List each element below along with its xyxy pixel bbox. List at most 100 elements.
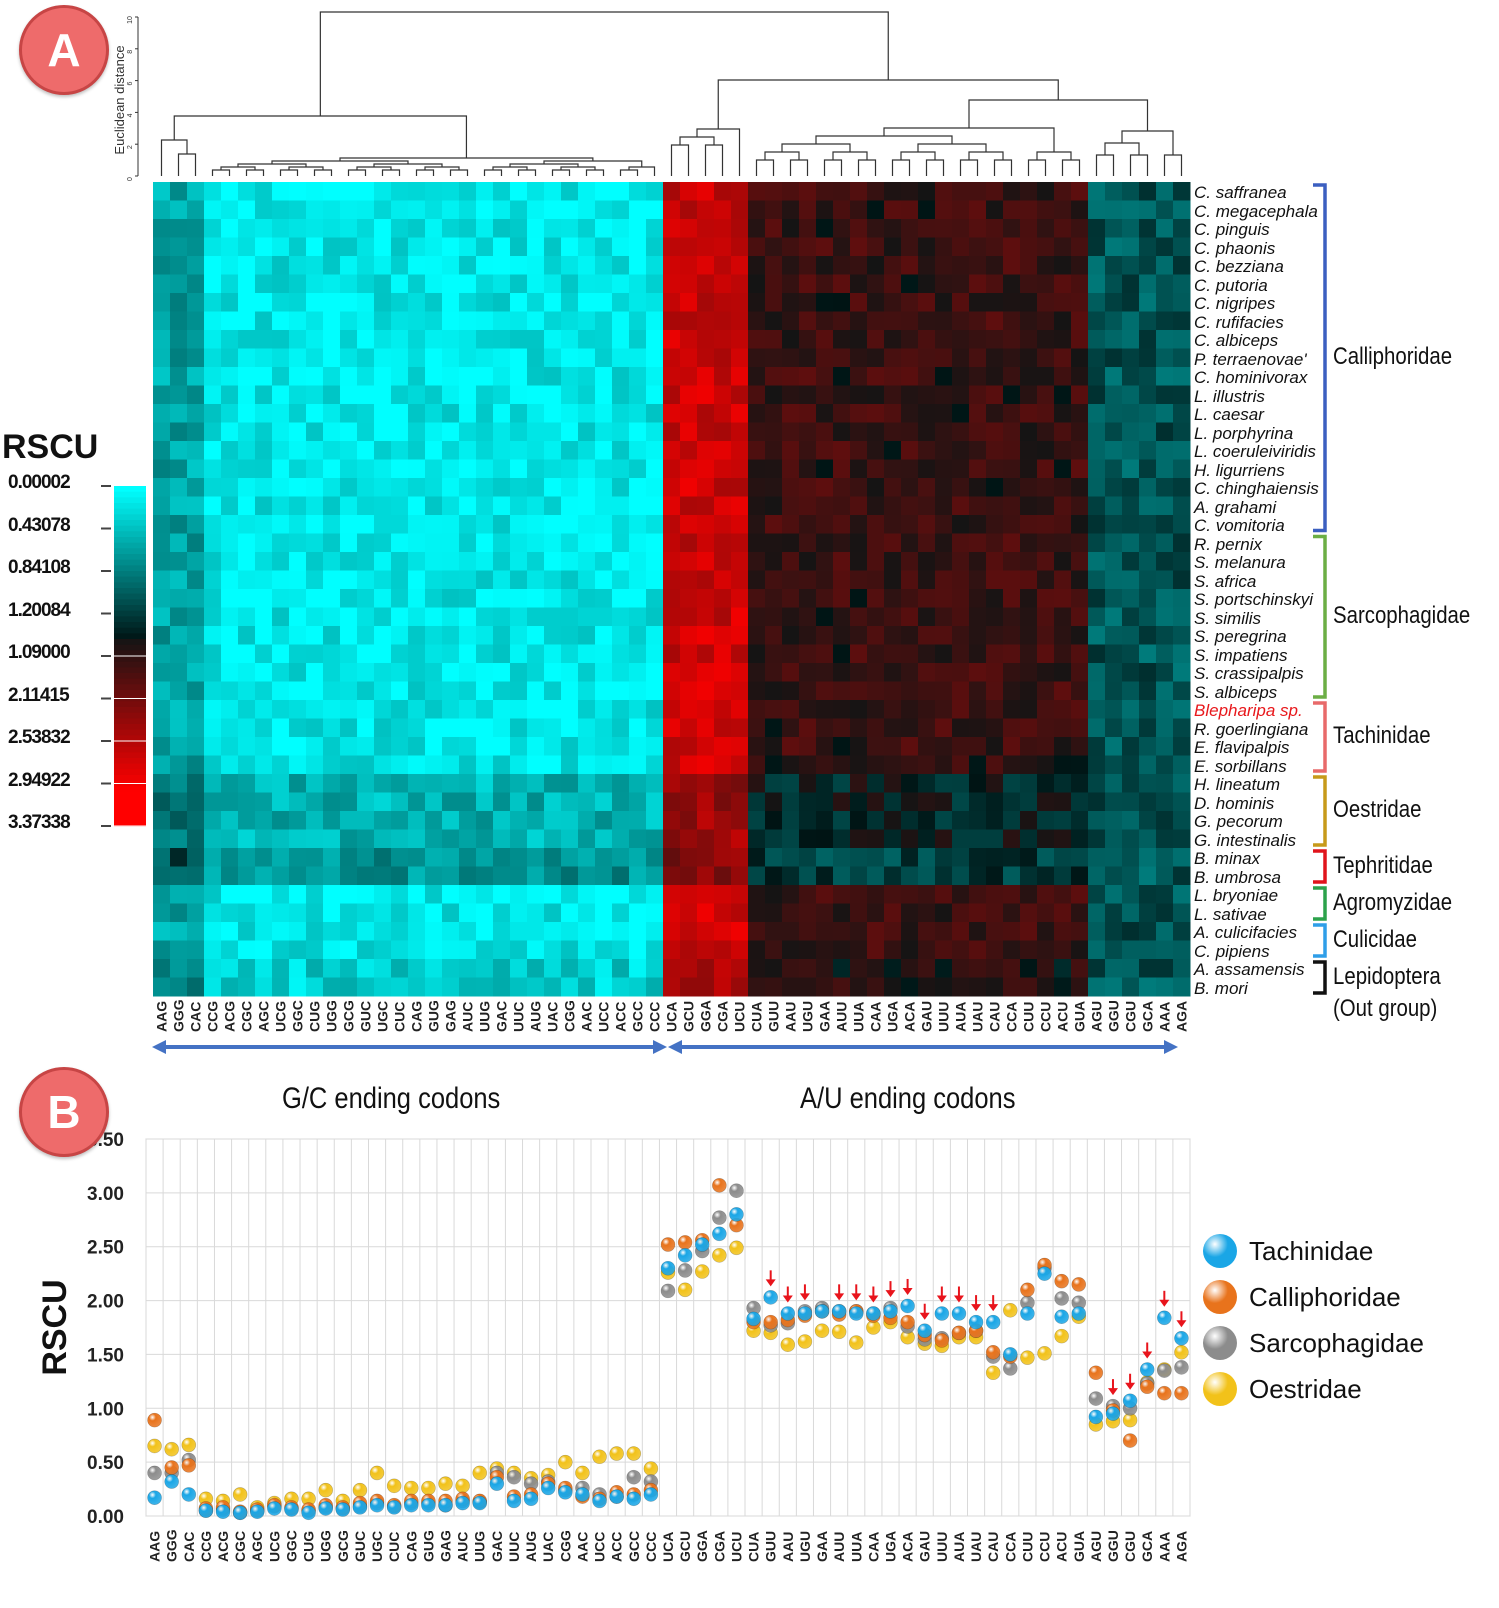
heatmap-cell bbox=[187, 626, 205, 645]
heatmap-cell bbox=[1156, 459, 1174, 479]
heatmap-cell bbox=[1156, 959, 1174, 978]
heatmap-cell bbox=[561, 404, 579, 423]
heatmap-cell bbox=[765, 182, 783, 201]
heatmap-cell bbox=[578, 311, 596, 331]
heatmap-cell bbox=[646, 977, 664, 997]
heatmap-cell bbox=[153, 903, 171, 923]
heatmap-cell bbox=[935, 422, 953, 442]
heatmap-cell bbox=[1122, 589, 1140, 608]
heatmap-cell bbox=[918, 774, 936, 793]
legend-swatch bbox=[114, 622, 146, 629]
heatmap-cell bbox=[1003, 478, 1021, 497]
species-label: S. crassipalpis bbox=[1194, 664, 1304, 683]
heatmap-cell bbox=[748, 459, 766, 479]
heatmap-cell bbox=[646, 959, 664, 978]
heatmap-cell bbox=[1003, 903, 1021, 923]
heatmap-cell bbox=[731, 330, 749, 349]
dendrogram-link bbox=[381, 169, 401, 176]
heatmap-cell bbox=[459, 626, 477, 645]
heatmap-cell bbox=[680, 903, 698, 923]
heatmap-cell bbox=[1020, 774, 1038, 793]
heatmap-cell bbox=[323, 404, 341, 423]
heatmap-cell bbox=[510, 385, 528, 405]
heatmap-cell bbox=[391, 829, 409, 849]
legend-swatch bbox=[114, 514, 146, 521]
heatmap-cell bbox=[221, 496, 239, 516]
heatmap-cell bbox=[306, 977, 324, 997]
heatmap-cell bbox=[663, 848, 681, 867]
heatmap-cell bbox=[1139, 311, 1157, 331]
heatmap-cell bbox=[323, 200, 341, 220]
heatmap-cell bbox=[544, 644, 562, 664]
heatmap-cell bbox=[901, 274, 919, 294]
heatmap-cell bbox=[323, 792, 341, 812]
heatmap-cell bbox=[816, 829, 834, 849]
data-point bbox=[249, 1504, 265, 1519]
heatmap-cell bbox=[204, 755, 222, 775]
heatmap-cell bbox=[221, 367, 239, 386]
heatmap-cell bbox=[884, 422, 902, 442]
heatmap-cell bbox=[187, 607, 205, 627]
heatmap-cell bbox=[340, 700, 358, 719]
heatmap-cell bbox=[1122, 274, 1140, 294]
heatmap-cell bbox=[221, 829, 239, 849]
heatmap-cell bbox=[748, 200, 766, 220]
heatmap-cell bbox=[935, 552, 953, 571]
heatmap-cell bbox=[1037, 607, 1055, 627]
heatmap-cell bbox=[765, 496, 783, 516]
species-label: S. portschinskyi bbox=[1194, 590, 1314, 609]
heatmap-cell bbox=[493, 515, 511, 534]
heatmap-cell bbox=[595, 367, 613, 386]
heatmap-cell bbox=[850, 293, 868, 312]
heatmap-cell bbox=[595, 348, 613, 368]
heatmap-cell bbox=[527, 515, 545, 534]
heatmap-cell bbox=[850, 829, 868, 849]
heatmap-cell bbox=[969, 459, 987, 479]
heatmap-cell bbox=[459, 885, 477, 904]
heatmap-cell bbox=[1139, 533, 1157, 553]
heatmap-cell bbox=[748, 237, 766, 257]
heatmap-cell bbox=[1020, 681, 1038, 701]
heatmap-cell bbox=[340, 515, 358, 534]
dendrogram-link bbox=[211, 169, 231, 176]
heatmap-cell bbox=[1020, 700, 1038, 719]
heatmap-cell bbox=[187, 182, 205, 201]
heatmap-cell bbox=[867, 829, 885, 849]
legend-swatch bbox=[114, 565, 146, 572]
heatmap-column-label: ACC bbox=[613, 1002, 629, 1032]
heatmap-cell bbox=[935, 367, 953, 386]
heatmap-cell bbox=[425, 367, 443, 386]
heatmap-cell bbox=[1173, 478, 1191, 497]
heatmap-cell bbox=[1105, 977, 1123, 997]
heatmap-cell bbox=[544, 367, 562, 386]
heatmap-cell bbox=[510, 792, 528, 812]
heatmap-cell bbox=[255, 977, 273, 997]
heatmap-cell bbox=[884, 311, 902, 331]
dendrogram-link bbox=[704, 144, 724, 176]
heatmap-cell bbox=[884, 607, 902, 627]
heatmap-cell bbox=[187, 644, 205, 664]
heatmap-cell bbox=[1173, 293, 1191, 312]
heatmap-cell bbox=[646, 182, 664, 201]
heatmap-cell bbox=[578, 367, 596, 386]
heatmap-cell bbox=[357, 478, 375, 497]
heatmap-cell bbox=[748, 903, 766, 923]
heatmap-cell bbox=[765, 848, 783, 867]
heatmap-cell bbox=[221, 626, 239, 645]
heatmap-cell bbox=[850, 866, 868, 886]
dendrogram-link bbox=[160, 139, 188, 176]
heatmap-cell bbox=[391, 385, 409, 405]
heatmap-cell bbox=[1020, 885, 1038, 904]
heatmap-cell bbox=[391, 922, 409, 941]
heatmap-cell bbox=[986, 515, 1004, 534]
heatmap-cell bbox=[391, 940, 409, 960]
heatmap-cell bbox=[901, 237, 919, 257]
heatmap-cell bbox=[527, 330, 545, 349]
heatmap-cell bbox=[935, 515, 953, 534]
heatmap-cell bbox=[833, 848, 851, 867]
heatmap-cell bbox=[782, 848, 800, 867]
heatmap-column-label: AGU bbox=[1089, 1001, 1105, 1032]
heatmap-cell bbox=[272, 219, 290, 238]
heatmap-cell bbox=[289, 755, 307, 775]
heatmap-cell bbox=[357, 348, 375, 368]
